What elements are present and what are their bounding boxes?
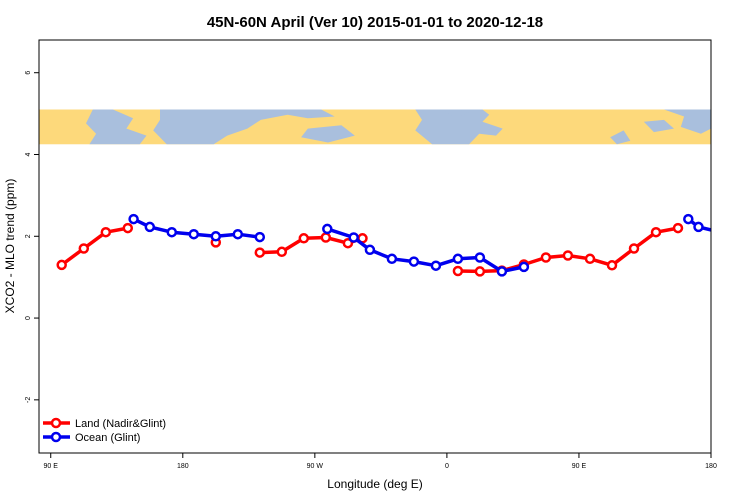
x-tick-label: 180 (705, 463, 717, 470)
map-ocean-region-6 (610, 130, 631, 145)
legend-land-label: Land (Nadir&Glint) (75, 418, 166, 430)
x-tick-label: 0 (445, 463, 449, 470)
x-tick-label: 90 E (572, 463, 587, 470)
ocean-data-point (474, 252, 486, 263)
x-tick-label: 90 E (44, 463, 59, 470)
map-ocean-region-8 (643, 119, 674, 133)
chart-title: 45N-60N April (Ver 10) 2015-01-01 to 202… (207, 14, 543, 31)
ocean-data-point (348, 232, 359, 243)
x-tick-label: 90 W (307, 463, 324, 470)
ocean-data-point (683, 213, 694, 225)
land-data-point (540, 252, 552, 263)
legend-land-marker (50, 417, 62, 429)
land-data-point (628, 243, 640, 254)
map-ocean-region-4 (415, 109, 503, 145)
axes: 90 E 180 90 W 0 90 E 180 -2 0 2 4 6 (25, 71, 717, 470)
land-data-point (452, 265, 464, 277)
ocean-data-point (210, 231, 222, 242)
land-data-point (122, 222, 134, 234)
x-tick-label: 180 (177, 463, 189, 470)
ocean-data-point (128, 213, 139, 225)
map-ocean-region-5 (442, 109, 470, 119)
map-ocean-region-2 (153, 109, 335, 145)
land-series-line (60, 226, 129, 267)
ocean-data-point (452, 253, 464, 265)
land-data-point (584, 253, 596, 265)
map-ocean-region-7 (664, 109, 711, 134)
y-tick-label: 6 (25, 71, 32, 75)
land-data-point (562, 250, 574, 261)
land-data-point (56, 259, 67, 271)
y-tick-label: 4 (25, 152, 32, 156)
land-data-point (78, 243, 90, 254)
land-data-point (100, 226, 112, 238)
land-data-point (342, 237, 354, 249)
ocean-data-point (386, 253, 398, 265)
ocean-data-point (408, 256, 420, 267)
land-data-point (320, 232, 332, 243)
map-ocean-region-3 (301, 125, 355, 143)
ocean-data-point (144, 221, 156, 233)
world-map-strip (39, 109, 711, 145)
land-data-point (474, 266, 486, 277)
y-axis-label: XCO2 - MLO trend (ppm) (3, 179, 17, 314)
y-tick-label: 0 (25, 316, 32, 320)
ocean-data-point (430, 260, 442, 271)
plot-series (56, 213, 725, 277)
ocean-data-point (693, 221, 704, 233)
land-data-point (650, 226, 662, 238)
legend: Land (Nadir&Glint) Ocean (Glint) (43, 417, 166, 444)
legend-ocean-marker (50, 431, 62, 443)
ocean-data-point (188, 228, 200, 240)
ocean-data-point (322, 223, 333, 235)
land-data-point (606, 260, 618, 271)
ocean-data-point (717, 228, 725, 236)
ocean-data-point (496, 266, 508, 277)
plot-frame (38, 39, 712, 454)
y-tick-label: -2 (25, 397, 32, 403)
map-land-background (39, 109, 711, 145)
land-data-point (672, 222, 684, 234)
map-ocean-region-1 (86, 109, 147, 145)
land-data-point (254, 247, 266, 258)
land-data-point (298, 233, 310, 244)
ocean-data-point (364, 244, 376, 256)
x-axis-label: Longitude (deg E) (327, 477, 422, 491)
y-tick-label: 2 (25, 234, 32, 238)
ocean-series-line (326, 227, 525, 274)
land-data-point (276, 246, 288, 258)
ocean-data-point (232, 228, 244, 240)
ocean-data-point (254, 231, 266, 243)
ocean-data-point (518, 261, 530, 273)
legend-ocean-label: Ocean (Glint) (75, 432, 140, 444)
ocean-data-point (166, 226, 178, 238)
